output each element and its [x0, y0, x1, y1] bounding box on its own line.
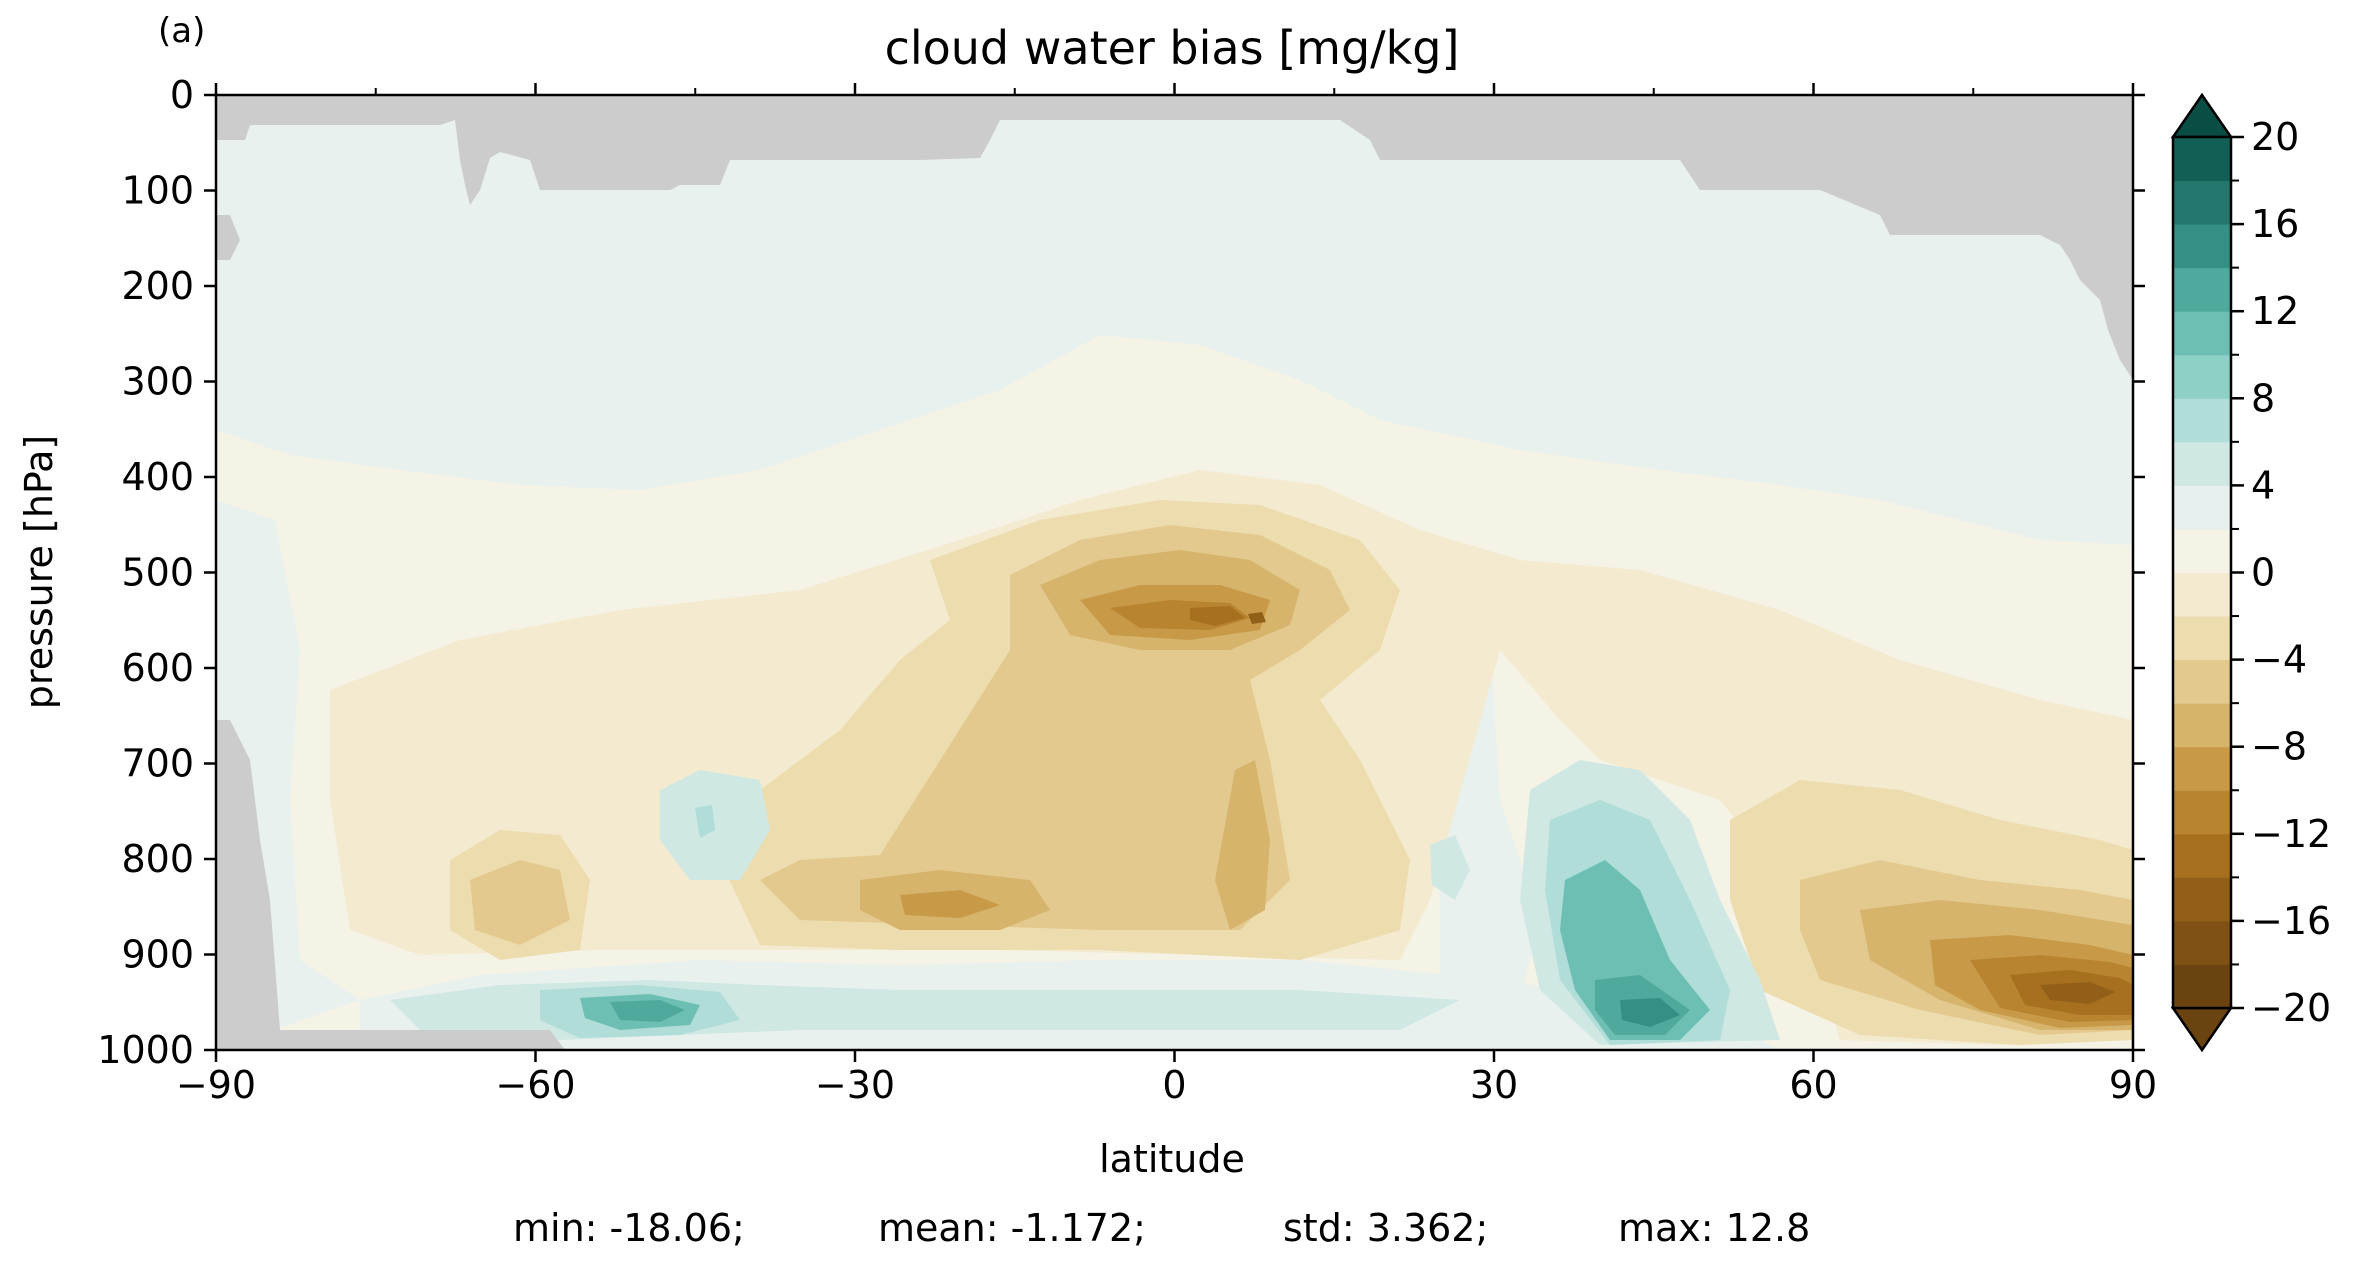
y-tick-label: 200: [121, 264, 194, 308]
colorbar-tick-label: −8: [2251, 725, 2307, 769]
y-tick-label: 600: [121, 646, 194, 690]
contour-field: [216, 95, 2133, 1050]
colorbar-band: [2173, 703, 2231, 747]
stat-mean: mean: -1.172;: [878, 1206, 1146, 1250]
colorbar-tick-label: −16: [2251, 899, 2331, 943]
colorbar-tick-label: −4: [2251, 638, 2307, 682]
x-tick-label: 90: [2109, 1063, 2157, 1107]
colorbar-band: [2173, 964, 2231, 1008]
colorbar-tick-label: 8: [2251, 376, 2275, 420]
colorbar-tick-label: −20: [2251, 986, 2331, 1030]
y-axis-label: pressure [hPa]: [17, 435, 61, 709]
colorbar-band: [2173, 529, 2231, 573]
colorbar-band: [2173, 311, 2231, 355]
colorbar-band: [2173, 877, 2231, 921]
colorbar-band: [2173, 268, 2231, 312]
y-tick-label: 300: [121, 360, 194, 404]
colorbar-tick-label: 12: [2251, 289, 2299, 333]
y-tick-label: 1000: [97, 1028, 194, 1072]
x-tick-label: −30: [815, 1063, 895, 1107]
colorbar-band: [2173, 398, 2231, 442]
colorbar: −20 −16 −12 −8 −4 0 4 8 12 16 20: [2173, 95, 2331, 1050]
y-tick-label: 800: [121, 837, 194, 881]
colorbar-extend-top: [2173, 95, 2231, 137]
x-axis-label: latitude: [1099, 1137, 1245, 1181]
colorbar-band: [2173, 224, 2231, 268]
colorbar-tick-label: 16: [2251, 202, 2299, 246]
stat-max: max: 12.8: [1618, 1206, 1810, 1250]
x-tick-label: 30: [1470, 1063, 1518, 1107]
chart-title: cloud water bias [mg/kg]: [885, 21, 1460, 75]
colorbar-band: [2173, 616, 2231, 660]
colorbar-band: [2173, 485, 2231, 529]
y-tick-label: 400: [121, 455, 194, 499]
y-tick-label: 100: [121, 169, 194, 213]
y-tick-label: 500: [121, 551, 194, 595]
colorbar-extend-bottom: [2173, 1008, 2231, 1050]
colorbar-band: [2173, 181, 2231, 225]
colorbar-band: [2173, 790, 2231, 834]
colorbar-tick-label: 4: [2251, 463, 2275, 507]
stat-min: min: -18.06;: [513, 1206, 745, 1250]
colorbar-band: [2173, 660, 2231, 704]
panel-label: (a): [158, 11, 205, 51]
colorbar-tick-label: −12: [2251, 812, 2331, 856]
x-tick-label: 60: [1789, 1063, 1837, 1107]
colorbar-band: [2173, 747, 2231, 791]
stat-std: std: 3.362;: [1283, 1206, 1488, 1250]
colorbar-band: [2173, 355, 2231, 399]
colorbar-band: [2173, 442, 2231, 486]
colorbar-band: [2173, 921, 2231, 965]
x-tick-label: −60: [495, 1063, 575, 1107]
y-tick-label: 900: [121, 933, 194, 977]
colorbar-band: [2173, 137, 2231, 181]
colorbar-band: [2173, 834, 2231, 878]
colorbar-band: [2173, 573, 2231, 617]
y-tick-label: 0: [170, 73, 194, 117]
colorbar-tick-label: 20: [2251, 115, 2299, 159]
colorbar-tick-label: 0: [2251, 551, 2275, 595]
y-tick-label: 700: [121, 742, 194, 786]
x-tick-label: 0: [1162, 1063, 1186, 1107]
